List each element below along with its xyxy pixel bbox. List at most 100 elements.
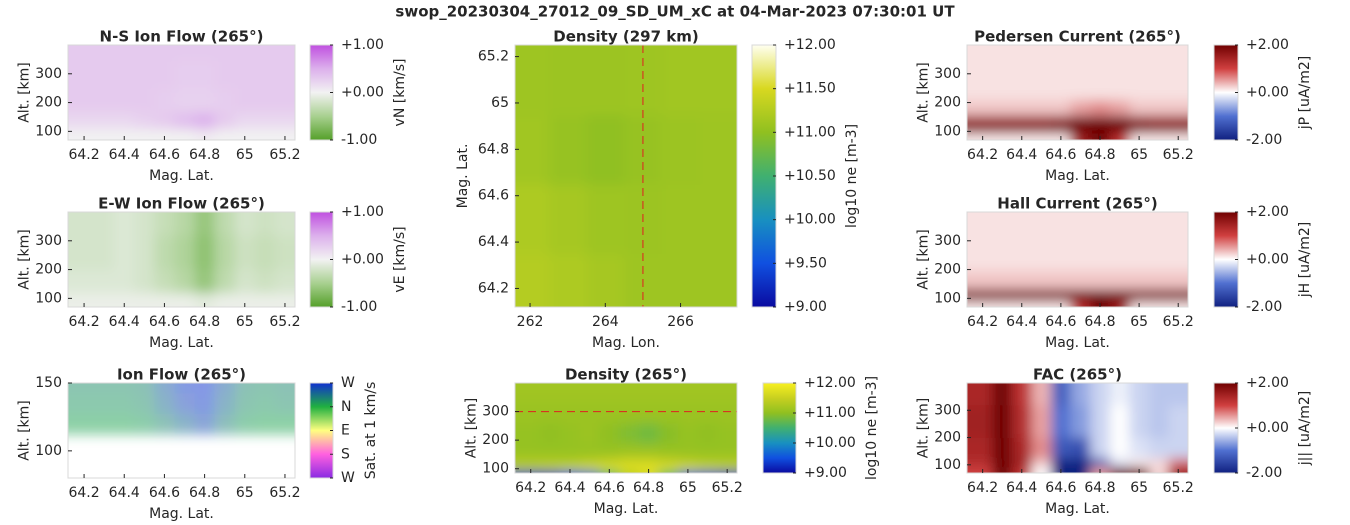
x-tick-label: 262	[517, 314, 544, 330]
heatmap-cell	[114, 383, 135, 394]
x-tick-label: 64.8	[189, 147, 220, 163]
heatmap-cell	[174, 212, 196, 236]
heatmap-cell	[68, 88, 95, 114]
x-tick-label: 264	[592, 314, 619, 330]
heatmap-cell	[1148, 99, 1169, 117]
heatmap-cell	[154, 292, 175, 307]
heatmap-cell	[68, 413, 95, 435]
x-tick-label: 65.2	[1163, 480, 1194, 496]
heatmap-cell	[967, 235, 993, 271]
heatmap-cell	[274, 212, 295, 236]
heatmap-cell	[1168, 45, 1188, 69]
y-tick-label: 64.4	[478, 234, 509, 250]
heatmap-cell	[1051, 295, 1072, 302]
x-axis-label: Mag. Lat.	[149, 506, 214, 522]
heatmap-cell	[1070, 437, 1091, 459]
heatmap-cells	[967, 45, 1188, 140]
heatmap-cell	[967, 404, 993, 439]
heatmap-cell	[214, 128, 236, 140]
heatmap-cell	[678, 465, 699, 471]
x-tick-label: 65	[236, 485, 254, 501]
heatmap-cell	[274, 413, 295, 435]
heatmap-cell	[214, 292, 236, 307]
heatmap-cell	[548, 114, 587, 185]
axes-box	[67, 211, 296, 308]
heatmap-cell	[1109, 458, 1130, 468]
colorbar-tick-label: +0.00	[1246, 252, 1289, 268]
heatmap-cell	[992, 301, 1013, 307]
heatmap-cell	[1051, 45, 1072, 69]
heatmap-cell	[1109, 45, 1130, 69]
x-axis-label: Mag. Lat.	[1045, 501, 1110, 517]
heatmap-cell	[94, 88, 115, 114]
heatmap-cell	[174, 60, 196, 89]
heatmap-cell	[68, 269, 95, 294]
heatmap-cell	[967, 68, 993, 101]
heatmap-cell	[134, 60, 155, 89]
heatmap-cell	[1168, 212, 1188, 236]
heatmap-cell	[658, 457, 679, 467]
heatmap-cell	[1109, 235, 1130, 271]
heatmap-cell	[1070, 301, 1091, 307]
heatmap-cell	[1011, 68, 1033, 101]
heatmap-cell	[1168, 404, 1188, 439]
heatmap-cell	[619, 423, 640, 444]
heatmap-cell	[658, 465, 679, 471]
heatmap-cell	[515, 45, 550, 116]
axes-box	[514, 382, 738, 474]
heatmap-cell	[992, 437, 1013, 459]
y-axis-label: Mag. Lat.	[455, 144, 471, 209]
x-tick-label: 65.2	[712, 480, 743, 496]
heatmap-cell	[94, 269, 115, 294]
heatmap-cell	[114, 88, 135, 114]
x-tick-label: 65	[1130, 314, 1148, 330]
heatmap-cell	[1051, 124, 1072, 134]
heatmap-cell	[254, 292, 276, 307]
heatmap-cell	[1031, 99, 1052, 117]
heatmap-cell	[1070, 466, 1091, 473]
x-tick-label: 64.8	[189, 485, 220, 501]
heatmap-cell	[194, 212, 216, 236]
heatmap-cell	[1129, 383, 1150, 406]
heatmap-cell	[1031, 124, 1052, 134]
heatmap-cell	[1051, 99, 1072, 117]
colorbar-tick-label: +0.00	[341, 85, 384, 101]
heatmap-cell	[1168, 68, 1188, 101]
heatmap-cell	[1148, 458, 1169, 468]
colorbar-tick-label: +1.00	[341, 37, 384, 53]
heatmap-cell	[174, 88, 196, 114]
heatmap-cell	[1090, 68, 1111, 101]
heatmap-cell	[697, 443, 718, 458]
x-tick-label: 65	[236, 147, 254, 163]
heatmap-cell	[1148, 404, 1169, 439]
heatmap-cell	[992, 212, 1013, 236]
heatmap-cell	[114, 60, 135, 89]
heatmap-cell	[1109, 289, 1130, 296]
colorbar	[1213, 211, 1239, 308]
heatmap-cell	[515, 383, 542, 400]
x-tick-label: 64.2	[967, 147, 998, 163]
heatmap-cell	[717, 443, 737, 458]
heatmap-cell	[234, 60, 256, 89]
heatmap-cell	[540, 383, 561, 400]
y-axis-label: Alt. [km]	[17, 229, 33, 290]
heatmap-cell	[1011, 437, 1033, 459]
heatmap-cell	[967, 99, 993, 117]
heatmap-cell	[717, 383, 737, 400]
heatmap-cell	[194, 269, 216, 294]
heatmap-cell	[1090, 235, 1111, 271]
heatmap-cell	[1031, 212, 1052, 236]
heatmap-cell	[234, 212, 256, 236]
heatmap-cell	[967, 289, 993, 296]
heatmap-cell	[1148, 270, 1169, 290]
heatmap-cell	[1168, 115, 1188, 125]
heatmap-cell	[1070, 124, 1091, 134]
x-tick-label: 64.2	[967, 314, 998, 330]
heatmap-cell	[154, 212, 175, 236]
heatmap-cell	[68, 112, 95, 129]
colorbar-tick-label: +2.00	[1246, 204, 1289, 220]
heatmap-cell	[579, 423, 600, 444]
heatmap-cell	[619, 383, 640, 400]
colorbar-tick-label: +9.00	[804, 465, 847, 481]
colorbar-label: jP [uA/m2]	[1297, 56, 1313, 130]
